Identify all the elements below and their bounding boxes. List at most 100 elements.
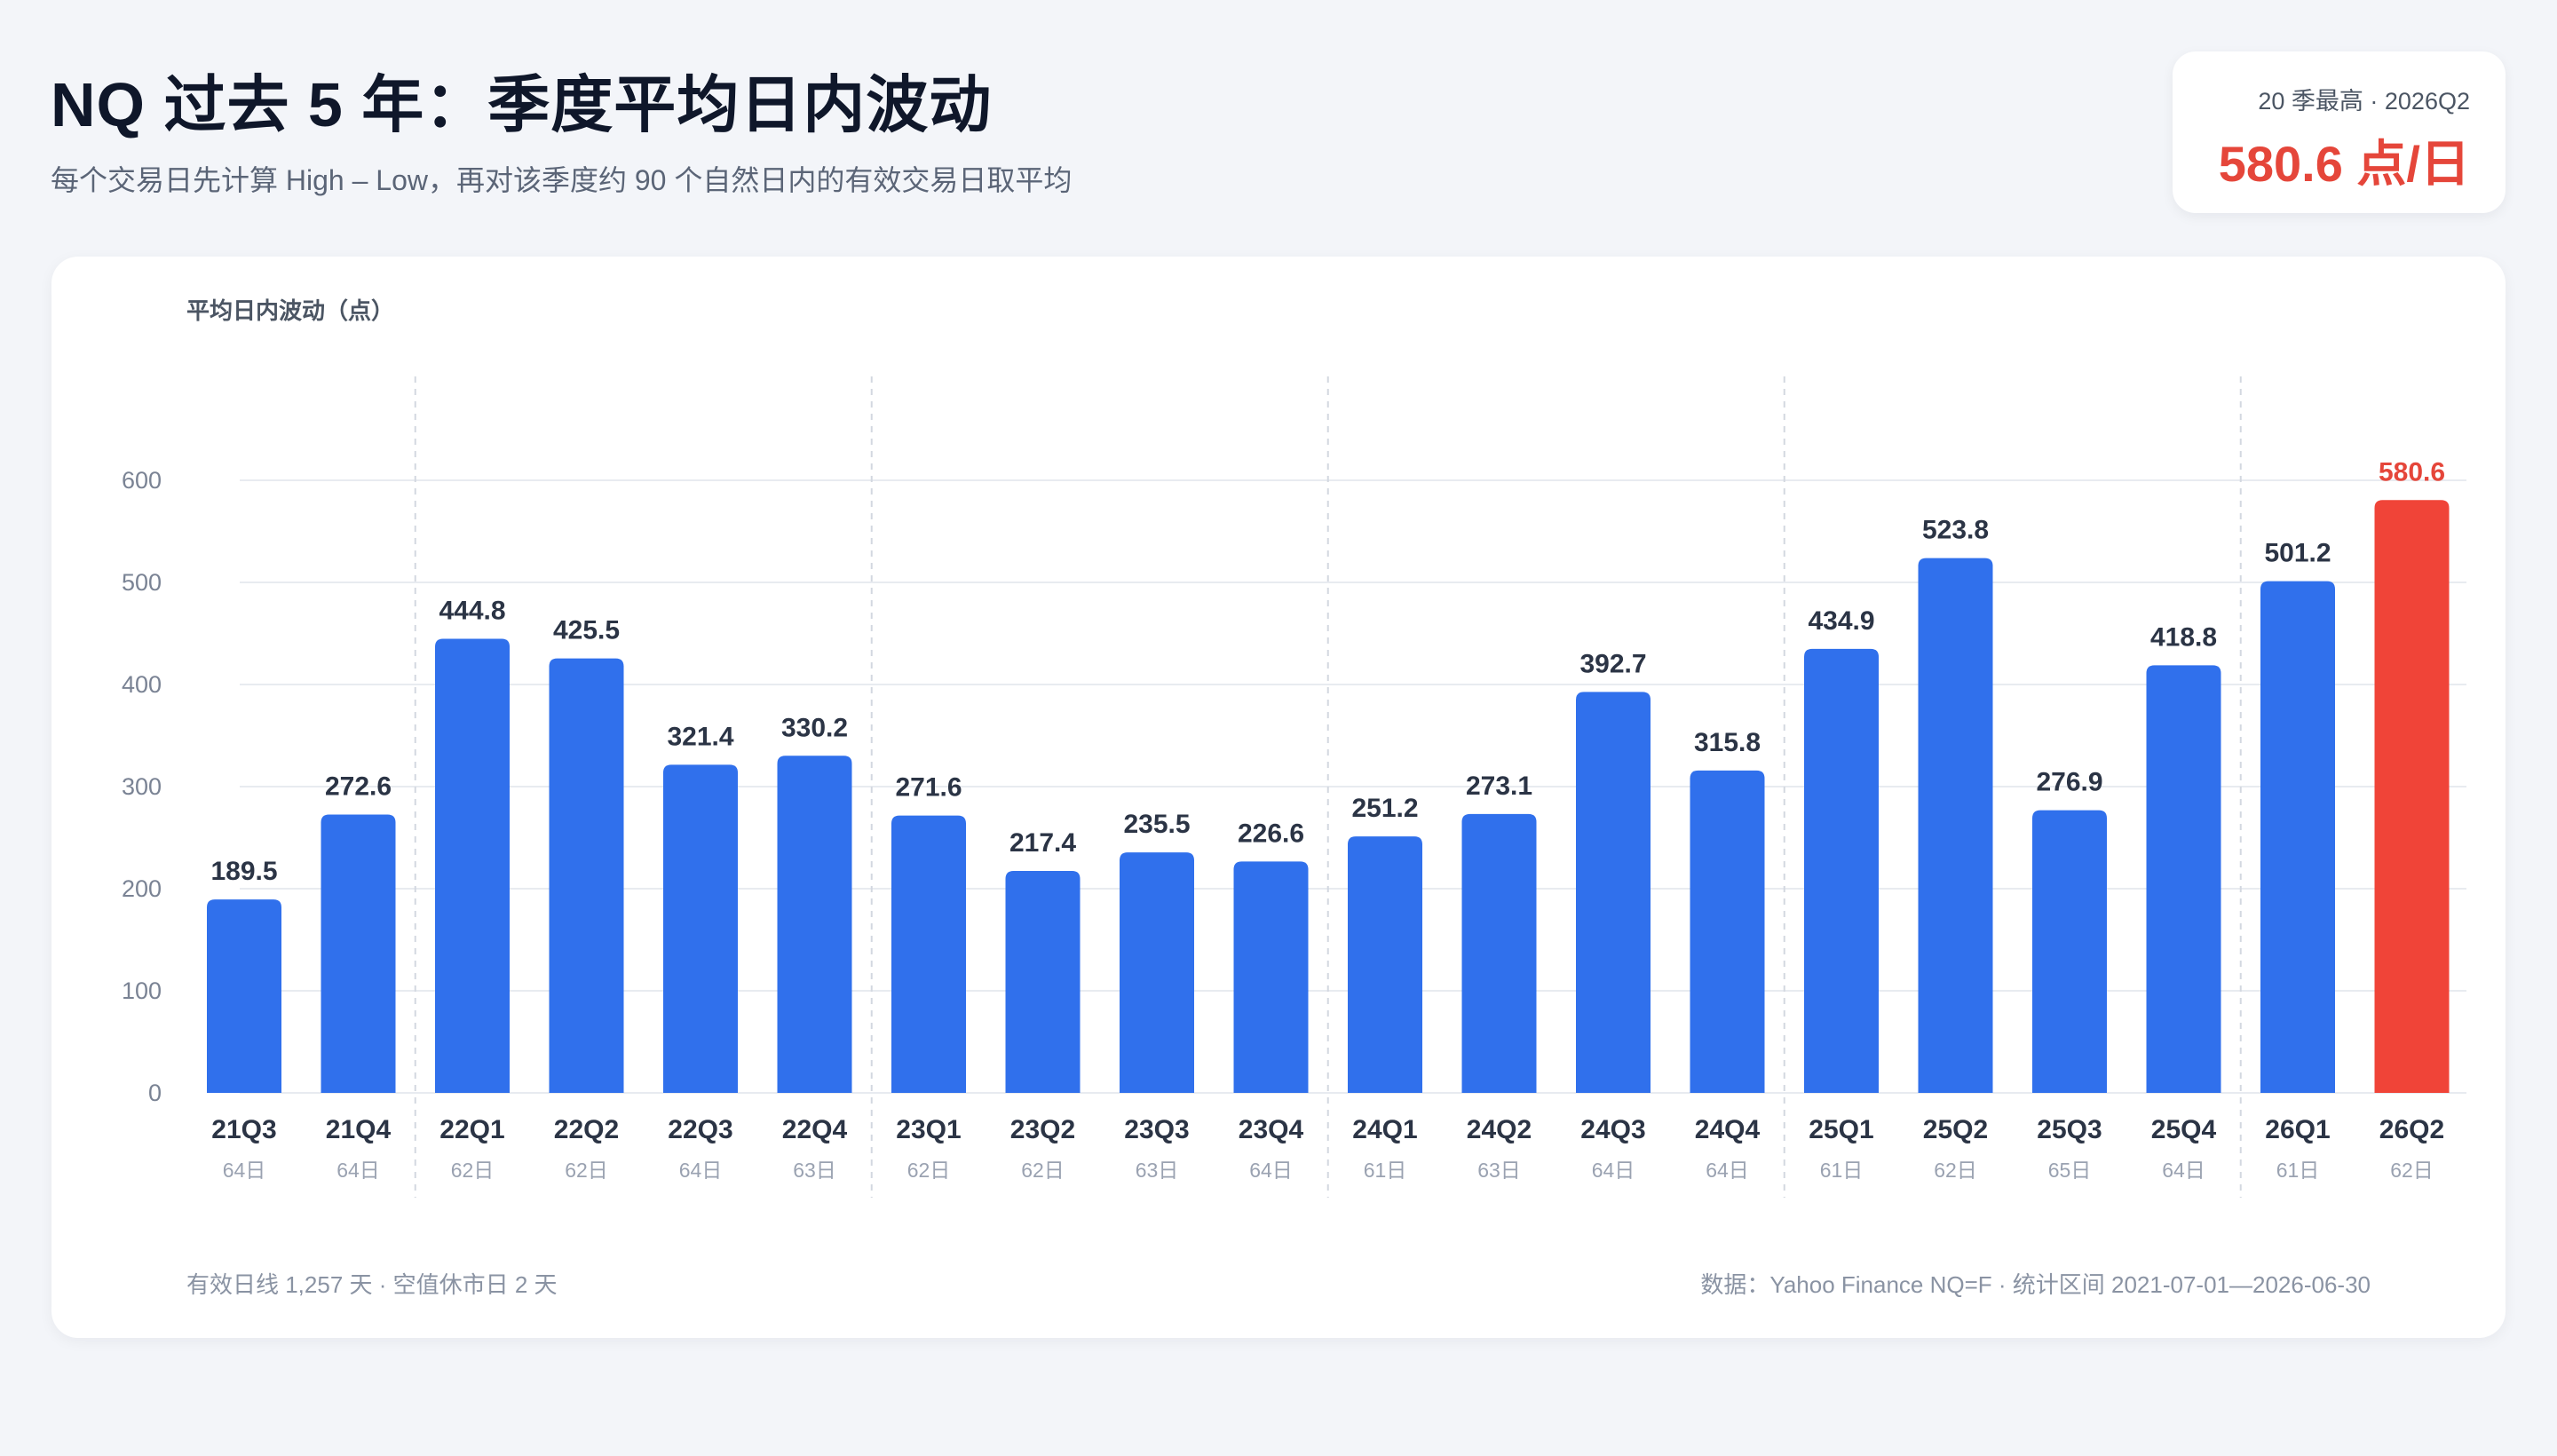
bar-24Q4 xyxy=(1690,770,1765,1093)
bar-21Q3 xyxy=(207,899,281,1093)
x-tick-label: 26Q1 xyxy=(2265,1115,2330,1144)
chart-card: 平均日内波动（点） 0 100 200 300 400 500 600 189.5 21Q3 64… xyxy=(51,257,2506,1338)
bar-24Q3 xyxy=(1576,692,1651,1093)
value-label: 217.4 xyxy=(1009,828,1076,858)
y-tick-label: 600 xyxy=(122,467,162,494)
page-subtitle: 每个交易日先计算 High – Low，再对该季度约 90 个自然日内的有效交易… xyxy=(51,164,1073,196)
bar-chart: 平均日内波动（点） 0 100 200 300 400 500 600 189.5 21Q3 64… xyxy=(122,297,2466,1198)
y-tick-label: 400 xyxy=(122,671,162,698)
footer-source: 数据：Yahoo Finance NQ=F · 统计区间 2021-07-01—… xyxy=(1700,1271,2371,1298)
value-label: 523.8 xyxy=(1922,516,1989,545)
y-tick-label: 0 xyxy=(148,1080,162,1106)
value-label: 189.5 xyxy=(210,857,277,886)
x-tick-label: 26Q2 xyxy=(2379,1115,2444,1144)
value-label: 276.9 xyxy=(2036,768,2102,797)
bar-26Q2 xyxy=(2374,500,2450,1093)
bar-22Q4 xyxy=(777,756,852,1093)
x-tick-label: 24Q1 xyxy=(1352,1115,1417,1144)
bar-22Q3 xyxy=(663,764,738,1093)
bar-23Q4 xyxy=(1233,861,1309,1093)
y-axis-label: 平均日内波动（点） xyxy=(186,297,394,324)
x-tick-label: 22Q2 xyxy=(554,1115,619,1144)
bar-26Q1 xyxy=(2260,581,2335,1093)
bar-21Q4 xyxy=(321,814,396,1093)
trading-days-label: 64日 xyxy=(336,1159,380,1182)
x-tick-label: 25Q4 xyxy=(2151,1115,2217,1144)
value-label: 434.9 xyxy=(1808,606,1874,636)
x-tick-label: 21Q4 xyxy=(326,1115,392,1144)
bar-24Q1 xyxy=(1348,836,1422,1093)
bar-25Q4 xyxy=(2146,665,2221,1093)
x-tick-label: 25Q3 xyxy=(2037,1115,2102,1144)
x-tick-label: 22Q3 xyxy=(668,1115,732,1144)
value-label: 330.2 xyxy=(781,713,848,742)
highlight-stat-label: 20 季最高 · 2026Q2 xyxy=(2258,88,2470,115)
bar-25Q2 xyxy=(1918,558,1993,1093)
trading-days-label: 64日 xyxy=(1706,1159,1749,1182)
x-tick-label: 23Q4 xyxy=(1239,1115,1304,1144)
x-tick-label: 23Q1 xyxy=(896,1115,961,1144)
x-tick-label: 23Q2 xyxy=(1010,1115,1075,1144)
value-label: 273.1 xyxy=(1466,772,1532,801)
value-label: 580.6 xyxy=(2379,457,2445,487)
bar-23Q2 xyxy=(1005,870,1081,1093)
trading-days-label: 64日 xyxy=(679,1159,723,1182)
x-tick-label: 23Q3 xyxy=(1124,1115,1189,1144)
value-label: 321.4 xyxy=(667,722,733,751)
trading-days-label: 64日 xyxy=(2162,1159,2205,1182)
bar-25Q3 xyxy=(2032,810,2107,1093)
value-label: 226.6 xyxy=(1238,819,1304,848)
x-tick-label: 24Q3 xyxy=(1580,1115,1645,1144)
x-tick-label: 25Q1 xyxy=(1809,1115,1873,1144)
trading-days-label: 63日 xyxy=(793,1159,836,1182)
highlight-stat-card: 20 季最高 · 2026Q2 580.6 点/日 xyxy=(2173,51,2506,213)
bar-layer xyxy=(207,500,2450,1093)
value-label: 315.8 xyxy=(1694,728,1761,757)
highlight-stat-value: 580.6 点/日 xyxy=(2218,136,2470,192)
trading-days-label: 63日 xyxy=(1136,1159,1179,1182)
trading-days-label: 62日 xyxy=(1021,1159,1065,1182)
x-tick-label: 25Q2 xyxy=(1923,1115,1988,1144)
value-label: 271.6 xyxy=(895,773,962,803)
footer-note-left: 有效日线 1,257 天 · 空值休市日 2 天 xyxy=(186,1271,558,1298)
trading-days-label: 64日 xyxy=(223,1159,266,1182)
x-tick-label: 22Q4 xyxy=(782,1115,848,1144)
trading-days-label: 64日 xyxy=(1592,1159,1635,1182)
year-divider-layer xyxy=(414,376,2242,1198)
value-label: 501.2 xyxy=(2264,539,2331,568)
label-layer: 0 100 200 300 400 500 600 189.5 21Q3 64日 272.6 21Q4… xyxy=(122,457,2445,1182)
y-tick-label: 100 xyxy=(122,977,162,1004)
y-tick-label: 500 xyxy=(122,569,162,596)
bar-24Q2 xyxy=(1461,813,1537,1093)
bar-22Q2 xyxy=(549,658,624,1093)
trading-days-label: 62日 xyxy=(565,1159,608,1182)
value-label: 444.8 xyxy=(439,596,505,625)
trading-days-label: 62日 xyxy=(2390,1159,2434,1182)
value-label: 272.6 xyxy=(325,772,392,802)
bar-25Q1 xyxy=(1804,648,1879,1093)
page-title: NQ 过去 5 年：季度平均日内波动 xyxy=(51,70,993,139)
trading-days-label: 63日 xyxy=(1477,1159,1521,1182)
value-label: 235.5 xyxy=(1123,810,1190,839)
x-tick-label: 22Q1 xyxy=(439,1115,504,1144)
bar-22Q1 xyxy=(435,638,510,1093)
value-label: 392.7 xyxy=(1579,649,1646,678)
trading-days-label: 62日 xyxy=(451,1159,495,1182)
trading-days-label: 64日 xyxy=(1249,1159,1293,1182)
x-tick-label: 24Q4 xyxy=(1695,1115,1761,1144)
x-tick-label: 21Q3 xyxy=(211,1115,276,1144)
value-label: 418.8 xyxy=(2150,622,2217,652)
value-label: 425.5 xyxy=(553,616,620,645)
trading-days-label: 62日 xyxy=(907,1159,951,1182)
trading-days-label: 61日 xyxy=(1364,1159,1407,1182)
bar-23Q3 xyxy=(1120,852,1194,1093)
trading-days-label: 61日 xyxy=(1820,1159,1864,1182)
x-tick-label: 24Q2 xyxy=(1467,1115,1532,1144)
trading-days-label: 61日 xyxy=(2276,1159,2320,1182)
y-tick-label: 200 xyxy=(122,875,162,902)
trading-days-label: 65日 xyxy=(2048,1159,2092,1182)
value-label: 251.2 xyxy=(1351,794,1418,823)
bar-23Q1 xyxy=(891,815,966,1093)
y-tick-label: 300 xyxy=(122,773,162,800)
